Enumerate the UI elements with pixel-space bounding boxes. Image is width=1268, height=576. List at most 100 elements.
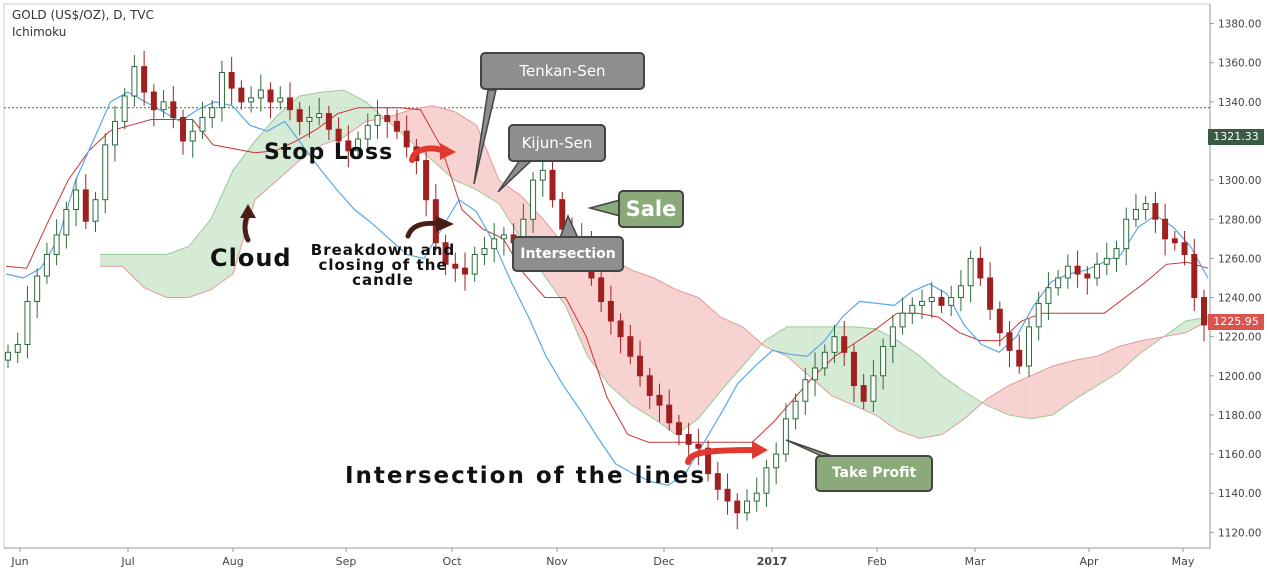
candle-body — [646, 375, 653, 396]
candle-body — [607, 300, 614, 322]
candle-body — [238, 87, 245, 103]
candle-body — [1084, 273, 1091, 279]
x-tick-label: Feb — [867, 555, 886, 568]
candle-body — [121, 95, 128, 122]
cloud-segment — [210, 170, 233, 290]
cloud-segment — [587, 250, 610, 386]
sale-callout: Sale — [618, 190, 684, 228]
x-tick-label: Sep — [336, 555, 357, 568]
cloud-segment — [1052, 360, 1076, 415]
cloud-segment — [255, 115, 278, 200]
x-tick-label: Dec — [653, 555, 674, 568]
candle-body — [987, 277, 994, 310]
candle-body — [286, 97, 293, 111]
candle-body — [1171, 238, 1178, 244]
senkou-a-line — [100, 89, 1209, 436]
candle-body — [180, 116, 187, 142]
x-tick-label: Nov — [546, 555, 568, 568]
candle-body — [656, 394, 663, 406]
candle-body — [296, 109, 303, 122]
cloud-segment — [166, 246, 189, 298]
candle-body — [1094, 263, 1101, 279]
candle-body — [841, 336, 848, 353]
candle-body — [228, 71, 235, 89]
candle-body — [384, 115, 391, 122]
candle-body — [782, 418, 789, 455]
cloud-segment — [897, 340, 920, 439]
candle-body — [481, 248, 488, 255]
last-price-badge: 1225.95 — [1208, 314, 1264, 330]
candle-body — [1064, 265, 1071, 279]
candle-body — [325, 113, 332, 130]
stop-loss-arrowhead — [440, 143, 456, 160]
x-tick-label: Mar — [965, 555, 986, 568]
candle-body — [734, 500, 741, 514]
candle-body — [792, 400, 799, 420]
x-tick-label: Jul — [120, 555, 134, 568]
candle-body — [1074, 265, 1081, 275]
candle-body — [666, 404, 673, 424]
candle-body — [598, 277, 605, 302]
indicator-label: Ichimoku — [12, 25, 67, 39]
cloud-segment — [676, 289, 699, 435]
candle-body — [374, 115, 381, 126]
candle-body — [500, 234, 507, 240]
x-tick-label: 2017 — [757, 555, 788, 568]
candle-body — [753, 492, 760, 502]
candle-body — [199, 116, 206, 132]
kijun-sen-callout: Kijun-Sen — [508, 124, 606, 162]
candle-body — [870, 375, 877, 402]
candle-body — [53, 234, 60, 255]
candle-body — [1045, 287, 1052, 304]
cloud-segment — [786, 326, 810, 376]
candle-body — [462, 267, 469, 275]
y-tick-label: 1260.00 — [1218, 253, 1261, 265]
cloud-segment — [1030, 366, 1053, 419]
candle-body — [1152, 203, 1159, 220]
candle-body — [617, 320, 624, 338]
candle-body — [1113, 248, 1120, 259]
cloud-segment — [100, 254, 123, 267]
cloud-segment — [720, 317, 743, 392]
x-tick-label: May — [1172, 555, 1195, 568]
candle-body — [850, 351, 857, 387]
cloud-segment — [631, 270, 654, 419]
candle-body — [539, 169, 546, 181]
cloud-segment — [1097, 346, 1120, 386]
candle-body — [559, 199, 566, 230]
candle-body — [821, 351, 828, 369]
candle-body — [549, 169, 556, 201]
x-tick-label: Apr — [1079, 555, 1099, 568]
candle-body — [714, 473, 721, 490]
cloud-segment — [742, 326, 765, 367]
candle-body — [34, 275, 41, 302]
cloud-segment — [1008, 375, 1031, 419]
candle-body — [685, 434, 692, 445]
intersection-callout: Intersection — [512, 236, 624, 272]
x-tick-label: Oct — [442, 555, 462, 568]
candle-body — [1142, 203, 1149, 210]
candle-body — [160, 101, 167, 111]
cloud-segment — [853, 326, 876, 415]
y-tick-label: 1120.00 — [1218, 527, 1261, 539]
candle-body — [189, 130, 196, 142]
candle-body — [471, 253, 478, 275]
current-price-badge: 1321.33 — [1208, 129, 1264, 145]
candle-body — [63, 208, 70, 236]
candle-body — [705, 447, 712, 475]
candle-body — [491, 238, 498, 250]
y-tick-label: 1140.00 — [1218, 488, 1261, 500]
candle-body — [92, 199, 99, 222]
candle-body — [763, 467, 770, 494]
cloud-segment — [144, 254, 167, 298]
candle-body — [316, 113, 323, 118]
candle-body — [637, 355, 644, 377]
candle-body — [355, 138, 362, 152]
candle-body — [1103, 257, 1110, 265]
cloud-segment — [942, 375, 965, 435]
candle-body — [248, 97, 255, 103]
cloud-arrowhead — [240, 204, 256, 218]
y-tick-label: 1220.00 — [1218, 332, 1261, 344]
candle-body — [530, 179, 537, 220]
